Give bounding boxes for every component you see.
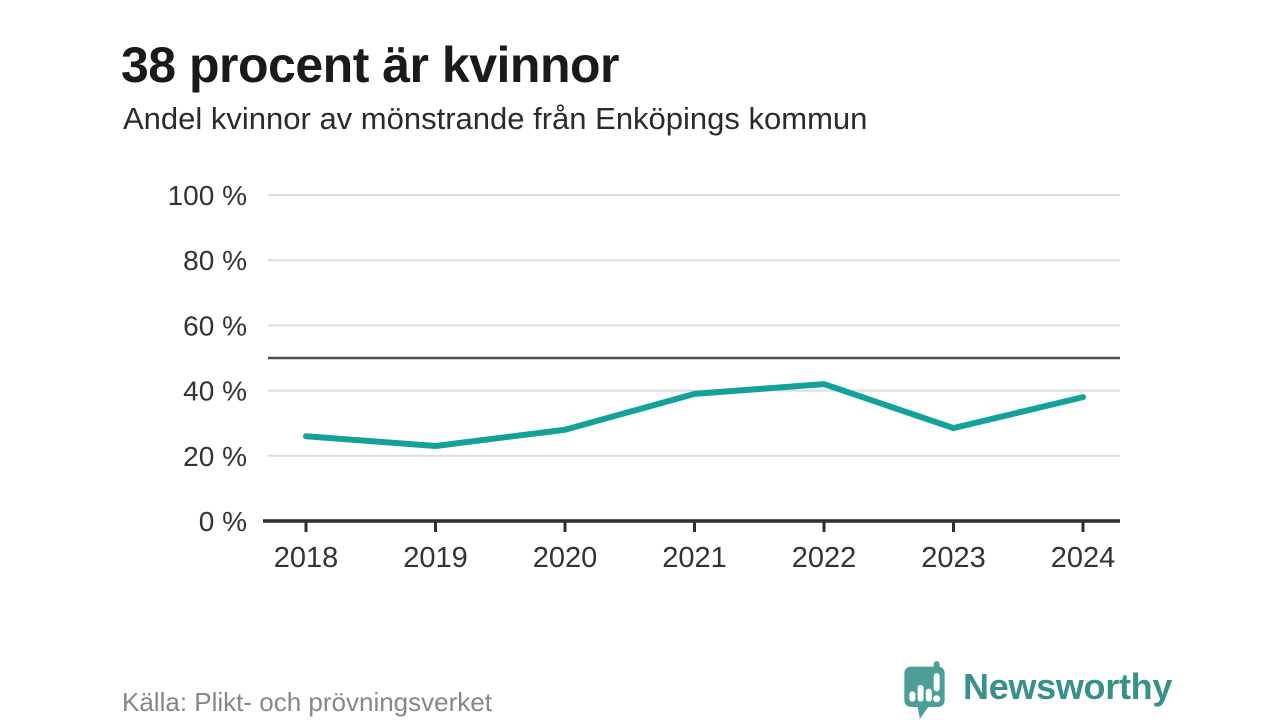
y-tick-label: 80 % — [183, 245, 247, 276]
y-tick-label: 100 % — [168, 180, 247, 211]
newsworthy-icon — [904, 661, 945, 719]
source-note: Källa: Plikt- och prövningsverket — [122, 687, 492, 717]
chart-title: 38 procent är kvinnor — [121, 36, 620, 93]
chart-subtitle: Andel kvinnor av mönstrande från Enköpin… — [123, 101, 868, 136]
x-tick-label: 2020 — [533, 542, 598, 574]
y-tick-label: 40 % — [183, 376, 247, 407]
exclamation-dot — [933, 695, 941, 703]
y-tick-label: 60 % — [183, 310, 247, 341]
x-tick-label: 2024 — [1051, 542, 1116, 574]
y-tick-label: 20 % — [183, 441, 247, 472]
x-tick-label: 2023 — [921, 542, 986, 574]
bar-glyph-2 — [917, 685, 924, 702]
bar-glyph-3 — [925, 688, 932, 702]
x-tick-label: 2019 — [403, 542, 468, 574]
newsworthy-logo: Newsworthy — [897, 661, 1172, 720]
y-tick-label: 0 % — [199, 506, 247, 537]
x-tick-label: 2022 — [792, 542, 857, 574]
x-tick-label: 2021 — [662, 542, 727, 574]
data-line-andel-kvinnor — [303, 381, 1086, 450]
newsworthy-wordmark: Newsworthy — [963, 665, 1173, 707]
bar-glyph-1 — [909, 691, 916, 702]
exclamation-bar — [933, 673, 940, 692]
x-tick-label: 2018 — [274, 542, 339, 574]
